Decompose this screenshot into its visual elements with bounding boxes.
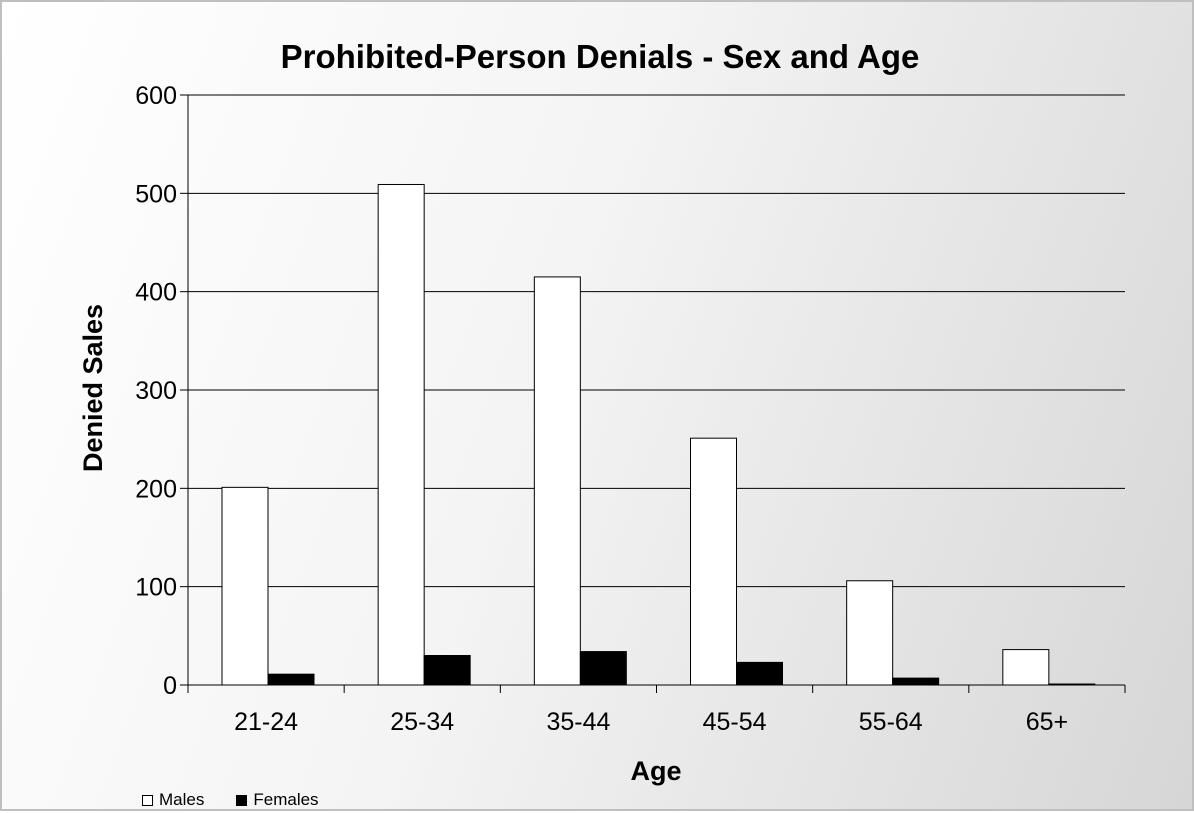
bar-females-45-54: [736, 661, 783, 686]
y-tick-label: 600: [135, 82, 177, 110]
y-tick-label: 300: [135, 377, 177, 405]
y-tick-label: 400: [135, 279, 177, 307]
bar-males-55-64: [846, 580, 894, 686]
legend-item-males: Males: [142, 790, 204, 810]
bars: [221, 183, 1096, 686]
bar-males-65+: [1002, 649, 1050, 686]
bar-males-25-34: [377, 183, 425, 686]
bar-males-21-24: [221, 486, 269, 686]
gridlines: [188, 94, 1125, 588]
legend-swatch-females: [236, 794, 248, 806]
y-tick-label: 100: [135, 574, 177, 602]
x-axis-title: Age: [630, 756, 681, 786]
x-tick-label: 21-24: [234, 708, 298, 736]
x-tick-label: 65+: [1026, 708, 1068, 736]
x-tick-label: 55-64: [859, 708, 923, 736]
bar-males-35-44: [533, 276, 581, 686]
legend-label-females: Females: [253, 790, 319, 809]
legend-swatch-males: [142, 794, 153, 806]
x-tick-label: 45-54: [703, 708, 767, 736]
bar-females-35-44: [579, 651, 627, 686]
y-tick-label: 0: [163, 672, 177, 700]
legend-item-females: Females: [236, 790, 319, 810]
x-tick-label: 35-44: [546, 708, 610, 736]
y-tick-label: 500: [135, 180, 177, 208]
bar-females-55-64: [892, 677, 940, 686]
axes: [180, 94, 1126, 693]
chart-title: Prohibited-Person Denials - Sex and Age: [281, 38, 920, 75]
y-tick-label: 200: [135, 475, 177, 503]
y-axis-title: Denied Sales: [78, 304, 108, 472]
x-tick-label: 25-34: [390, 708, 454, 736]
bar-females-21-24: [267, 673, 315, 686]
legend: Males Females: [142, 789, 351, 811]
tick-labels: 0 100 200 300 400 500 600 21-24 25-34 35-44 45-54 5…: [135, 82, 1068, 736]
bar-females-25-34: [423, 655, 471, 686]
legend-label-males: Males: [159, 790, 205, 809]
bar-males-45-54: [690, 437, 737, 686]
